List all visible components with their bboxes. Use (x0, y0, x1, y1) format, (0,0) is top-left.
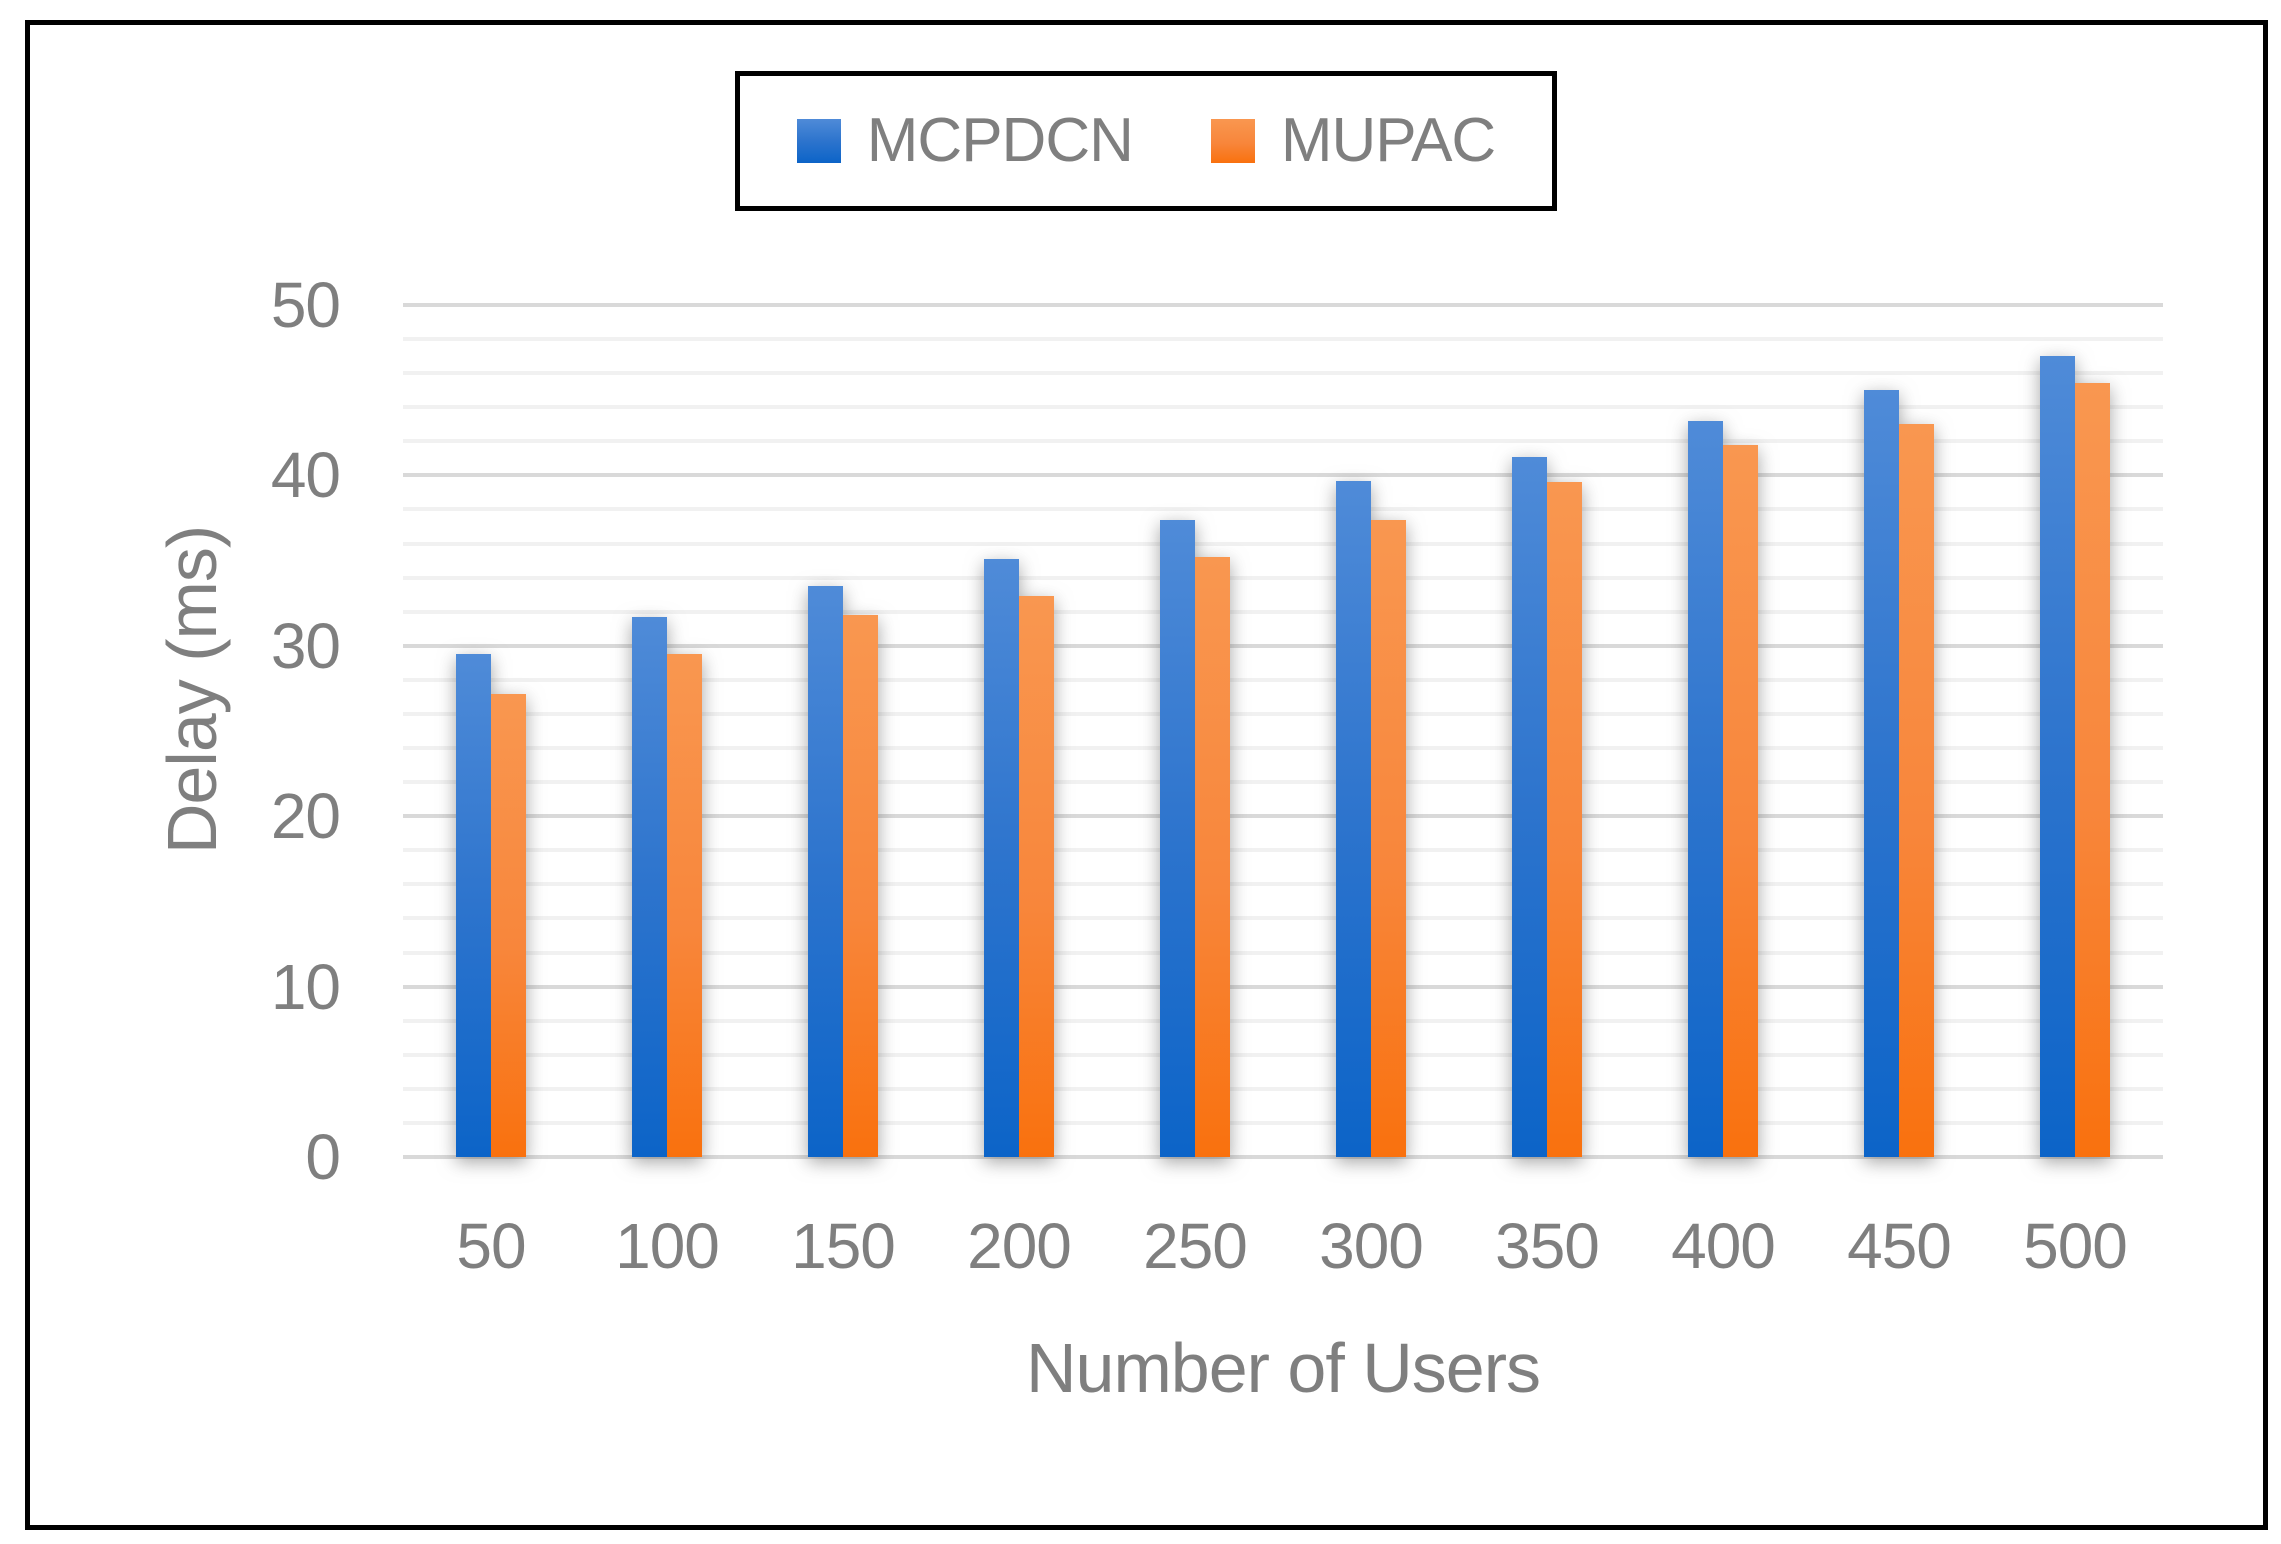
bar-mupac (667, 654, 702, 1157)
gridline-minor (403, 950, 2163, 955)
bar-group (1512, 457, 1582, 1157)
legend-label-mcpdcn: MCPDCN (866, 106, 1134, 175)
gridline-major (403, 643, 2163, 648)
legend: MCPDCN MUPAC (735, 71, 1557, 211)
bar-group (1864, 390, 1934, 1157)
y-tick-label: 20 (270, 780, 341, 853)
x-tick-label: 350 (1495, 1210, 1600, 1282)
bar-group (2040, 356, 2110, 1157)
bar-mcpdcn (1688, 421, 1723, 1157)
bar-mcpdcn (808, 586, 843, 1157)
gridline-major (403, 473, 2163, 478)
bar-group (984, 559, 1054, 1157)
x-tick-label: 150 (791, 1210, 896, 1282)
x-tick-label: 500 (2023, 1210, 2128, 1282)
gridline-minor (403, 746, 2163, 751)
gridline-minor (403, 541, 2163, 546)
bar-mcpdcn (1160, 520, 1195, 1157)
bar-mcpdcn (1512, 457, 1547, 1157)
bar-mcpdcn (1864, 390, 1899, 1157)
bar-mcpdcn (632, 617, 667, 1157)
gridline-major (403, 984, 2163, 989)
gridline-minor (403, 371, 2163, 376)
bar-group (1336, 481, 1406, 1157)
gridline-minor (403, 780, 2163, 785)
legend-label-mupac: MUPAC (1280, 106, 1496, 175)
gridline-minor (403, 1052, 2163, 1057)
gridline-minor (403, 575, 2163, 580)
gridline-minor (403, 711, 2163, 716)
x-tick-label: 300 (1319, 1210, 1424, 1282)
bar-mcpdcn (2040, 356, 2075, 1157)
bar-group (808, 586, 878, 1157)
x-tick-label: 250 (1143, 1210, 1248, 1282)
gridline-minor (403, 916, 2163, 921)
gridline-minor (403, 677, 2163, 682)
gridline-minor (403, 439, 2163, 444)
gridline-minor (403, 405, 2163, 410)
legend-item-mupac: MUPAC (1210, 106, 1496, 175)
bar-mupac (1195, 557, 1230, 1157)
mcpdcn-series-swatch-icon (796, 119, 841, 163)
y-tick-label: 0 (305, 1121, 341, 1193)
x-tick-label: 400 (1671, 1210, 1776, 1282)
bar-mupac (1899, 424, 1934, 1157)
gridline-major (403, 814, 2163, 819)
x-tick-label: 100 (615, 1210, 720, 1282)
bar-mcpdcn (456, 654, 491, 1157)
bar-mcpdcn (984, 559, 1019, 1157)
gridline-minor (403, 337, 2163, 342)
gridline-minor (403, 1018, 2163, 1023)
y-tick-label: 40 (270, 439, 341, 512)
y-tick-label: 10 (270, 950, 341, 1023)
x-tick-label: 200 (967, 1210, 1072, 1282)
bar-mcpdcn (1336, 481, 1371, 1157)
legend-item-mcpdcn: MCPDCN (796, 106, 1134, 175)
bar-group (1160, 520, 1230, 1157)
bar-group (1688, 421, 1758, 1157)
bar-mupac (1547, 482, 1582, 1157)
bar-group (456, 654, 526, 1157)
plot-area (403, 303, 2163, 1159)
bar-mupac (843, 615, 878, 1157)
bar-mupac (491, 694, 526, 1157)
x-tick-label: 450 (1847, 1210, 1952, 1282)
x-axis-title: Number of Users (1025, 1329, 1541, 1407)
bar-mupac (1019, 596, 1054, 1157)
y-tick-label: 50 (270, 269, 341, 341)
gridline-major (403, 303, 2163, 307)
gridline-minor (403, 507, 2163, 512)
gridline-minor (403, 1120, 2163, 1125)
gridline-minor (403, 1086, 2163, 1091)
bar-mupac (1371, 520, 1406, 1157)
gridline-minor (403, 848, 2163, 853)
y-axis-title: Delay (ms) (153, 525, 231, 855)
x-axis-line (403, 1155, 2163, 1159)
gridline-minor (403, 882, 2163, 887)
mupac-series-swatch-icon (1210, 119, 1255, 163)
y-tick-label: 30 (270, 609, 341, 682)
gridline-minor (403, 609, 2163, 614)
x-tick-label: 50 (456, 1210, 526, 1282)
bar-group (632, 617, 702, 1157)
bar-mupac (2075, 383, 2110, 1157)
bar-mupac (1723, 445, 1758, 1157)
